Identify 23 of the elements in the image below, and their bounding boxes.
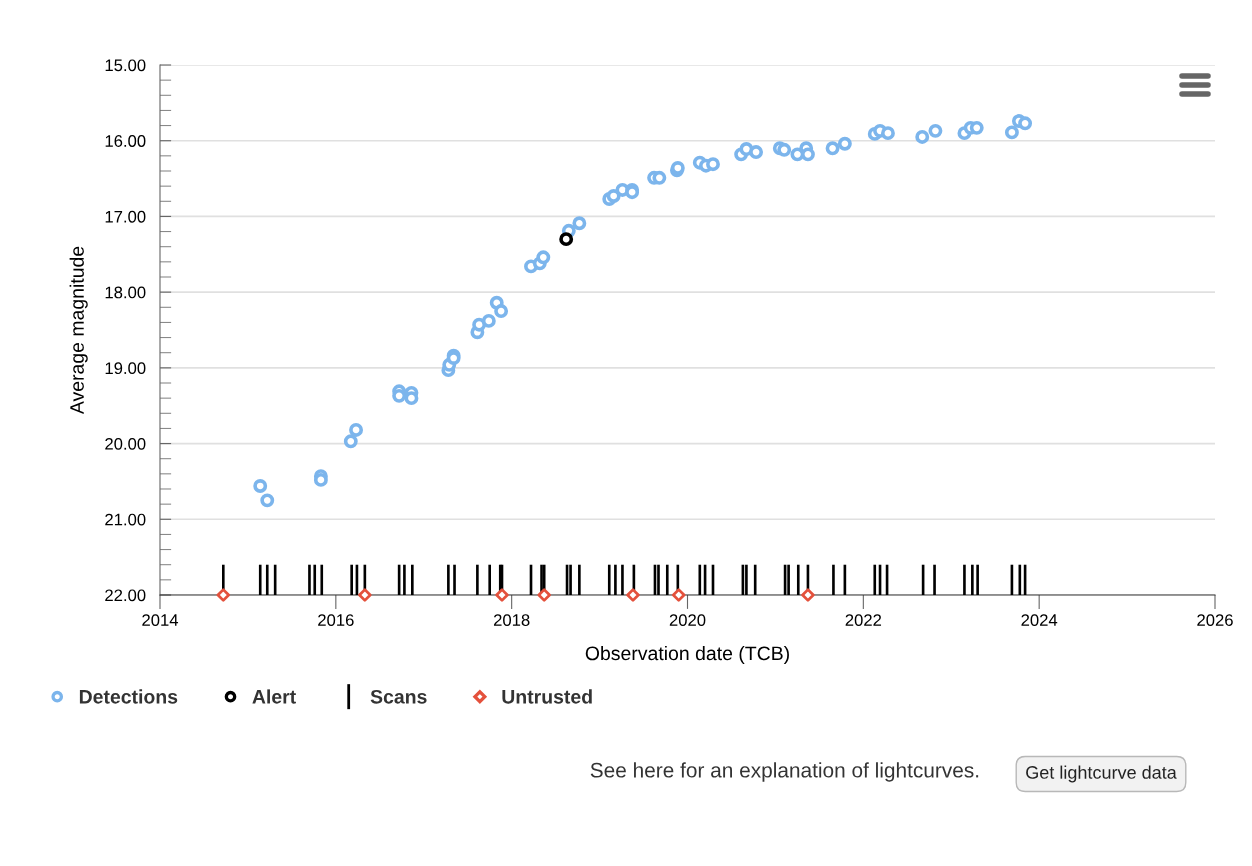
text: See here for an explanation of lightcurves. (590, 762, 979, 782)
y-tick-label: 21.00 (105, 513, 146, 526)
x-tick-label: 2014 (142, 614, 179, 626)
x-axis-title: Observation date (TCB) (585, 645, 789, 665)
y-tick-label: 15.00 (105, 59, 146, 72)
x-tick-label: 2022 (845, 614, 882, 626)
text: Get lightcurve data (1026, 765, 1177, 783)
y-tick-label: 20.00 (105, 437, 146, 450)
x-tick-label: 2018 (493, 614, 530, 626)
legend-label: Scans (370, 689, 427, 704)
y-tick-label: 19.00 (105, 362, 146, 375)
x-tick-label: 2016 (318, 614, 354, 626)
x-tick-label: 2026 (1197, 614, 1233, 626)
x-tick-label: 2024 (1021, 614, 1058, 626)
legend-label: Alert (252, 689, 296, 704)
x-tick-label: 2020 (669, 614, 706, 626)
y-axis-title: Average magnitude (69, 246, 88, 415)
legend-label: Detections (79, 689, 178, 704)
y-tick-label: 17.00 (105, 210, 146, 223)
y-tick-label: 22.00 (105, 589, 146, 602)
y-tick-label: 16.00 (105, 135, 146, 147)
legend-label: Untrusted (502, 689, 592, 704)
y-tick-label: 18.00 (105, 286, 146, 299)
